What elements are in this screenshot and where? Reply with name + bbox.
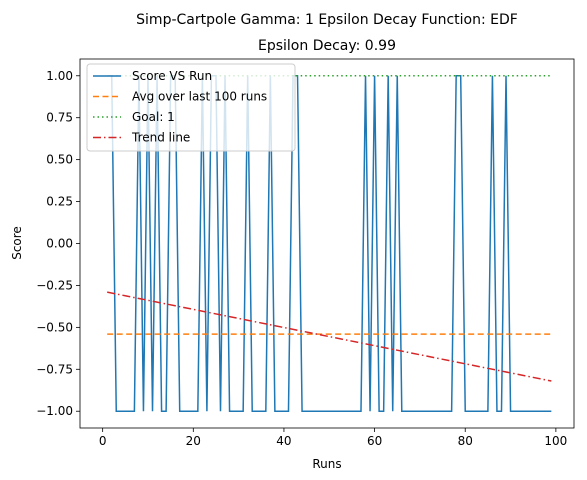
y-tick-label: −0.75 <box>36 362 73 376</box>
x-tick-label: 100 <box>544 434 567 448</box>
y-tick-label: 0.75 <box>46 111 73 125</box>
x-tick-label: 60 <box>367 434 382 448</box>
y-tick-label: −0.50 <box>36 320 73 334</box>
y-tick-label: 0.00 <box>46 237 73 251</box>
axes-layer: 0 20 40 60 80 100 1.00 0.75 0.50 0.25 0.00 −0.25 −0.… <box>36 58 575 448</box>
y-tick-label: 0.50 <box>46 153 73 167</box>
x-tick-label: 0 <box>99 434 107 448</box>
y-axis-label: Score <box>10 226 24 260</box>
legend: Score VS Run Avg over last 100 runs Goal: … <box>86 63 296 152</box>
series-line-4 <box>107 291 552 382</box>
legend-label: Avg over last 100 runs <box>132 90 267 104</box>
y-tick-label: 0.25 <box>46 195 73 209</box>
legend-label: Trend line <box>131 131 190 145</box>
series-line-1 <box>107 75 552 412</box>
x-tick-label: 80 <box>458 434 473 448</box>
y-tick-label: 1.00 <box>46 69 73 83</box>
legend-label: Goal: 1 <box>132 110 175 124</box>
chart-title: Simp-Cartpole Gamma: 1 Epsilon Decay Fun… <box>136 12 518 28</box>
y-tick-label: −0.25 <box>36 278 73 292</box>
x-tick-label: 40 <box>276 434 291 448</box>
x-tick-label: 20 <box>186 434 201 448</box>
chart-subtitle: Epsilon Decay: 0.99 <box>258 38 396 54</box>
y-tick-label: −1.00 <box>36 404 73 418</box>
series-layer <box>107 75 552 412</box>
legend-box <box>86 63 296 152</box>
x-axis-label: Runs <box>312 457 341 471</box>
legend-label: Score VS Run <box>132 69 212 83</box>
